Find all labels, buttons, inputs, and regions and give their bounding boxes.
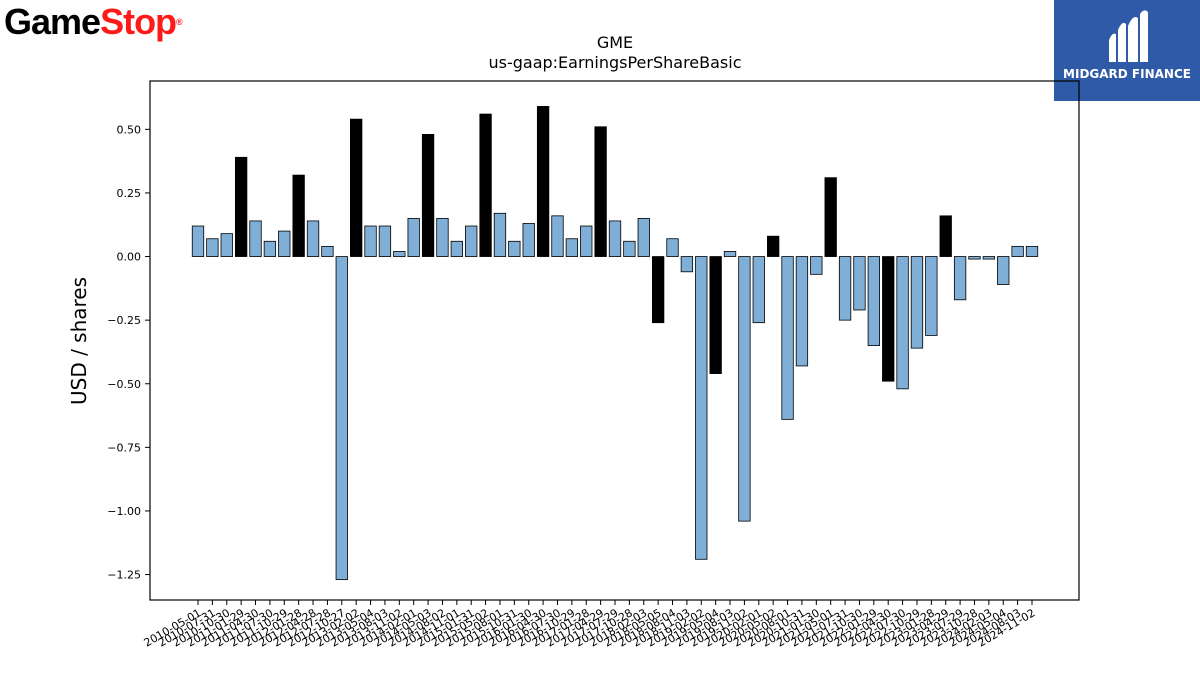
bar-2021-07-31 bbox=[838, 256, 852, 321]
bar-2018-08-04 bbox=[666, 238, 679, 257]
bar-2022-04-30 bbox=[882, 256, 895, 382]
plot-frame bbox=[149, 80, 1080, 601]
bar-2021-05-01 bbox=[824, 177, 837, 257]
bar-2011-01-29 bbox=[234, 156, 248, 257]
bar-2018-02-03 bbox=[637, 217, 650, 257]
bar-2012-04-28 bbox=[306, 220, 320, 257]
bar-2011-04-30 bbox=[249, 220, 262, 257]
bar-2012-10-27 bbox=[335, 256, 348, 581]
bar-2011-07-30 bbox=[263, 240, 277, 257]
bar-2021-10-30 bbox=[853, 256, 866, 311]
bar-2020-10-31 bbox=[795, 256, 809, 367]
bar-2017-10-28 bbox=[623, 240, 636, 257]
bar-2013-11-02 bbox=[393, 251, 406, 257]
bar-2010-05-01 bbox=[191, 225, 205, 257]
bar-2018-05-05 bbox=[651, 256, 665, 324]
bar-2024-05-04 bbox=[997, 256, 1010, 285]
bar-2016-04-30 bbox=[536, 106, 550, 257]
bar-2017-07-29 bbox=[608, 220, 622, 257]
chart-title: GME bbox=[597, 33, 633, 52]
bar-2012-07-28 bbox=[321, 245, 334, 257]
midgard-finance-logo: MIDGARD FINANCE bbox=[1054, 0, 1200, 101]
bar-2014-11-01 bbox=[450, 240, 463, 257]
y-tick-label: −1.00 bbox=[107, 505, 141, 518]
y-axis-label: USD / shares bbox=[67, 277, 91, 405]
bar-2017-04-29 bbox=[594, 126, 607, 257]
bar-2013-05-04 bbox=[364, 225, 377, 257]
bar-2023-01-28 bbox=[925, 256, 938, 336]
bar-2011-10-29 bbox=[278, 230, 291, 257]
bar-2015-08-01 bbox=[493, 212, 507, 257]
bar-2012-01-28 bbox=[292, 174, 305, 257]
bar-2015-05-02 bbox=[479, 113, 492, 257]
bar-2018-11-03 bbox=[680, 256, 694, 273]
y-tick-label: −0.50 bbox=[107, 378, 141, 391]
bar-2015-01-31 bbox=[465, 225, 478, 257]
bar-2014-02-01 bbox=[407, 217, 420, 257]
bar-2010-07-31 bbox=[206, 238, 219, 257]
bar-2019-11-02 bbox=[738, 256, 751, 522]
bar-2014-05-03 bbox=[421, 134, 435, 257]
y-tick-label: −1.25 bbox=[107, 569, 141, 582]
bar-2021-01-30 bbox=[810, 256, 823, 275]
bar-2023-10-28 bbox=[968, 256, 981, 260]
y-tick-label: 0.25 bbox=[117, 187, 142, 200]
y-axis: 0.50 0.25 0.00 −0.25 −0.50 −0.75 −1.00 −1.25 bbox=[107, 123, 150, 582]
bar-2019-02-02 bbox=[695, 256, 708, 560]
bar-2019-05-04 bbox=[709, 256, 722, 374]
bar-2020-08-01 bbox=[781, 256, 794, 420]
midgard-finance-brand-text: MIDGARD FINANCE bbox=[1063, 67, 1191, 81]
bar-2016-01-30 bbox=[522, 223, 535, 257]
bar-2020-02-01 bbox=[752, 256, 765, 324]
bars-group bbox=[191, 106, 1039, 581]
bar-2023-07-29 bbox=[953, 256, 967, 301]
x-axis: 2010-05-012010-07-312010-10-302011-01-29… bbox=[142, 600, 1038, 650]
gamestop-logo: GameStop® bbox=[4, 1, 183, 42]
gamestop-logo-game-text: Game bbox=[4, 1, 101, 42]
bar-2022-07-30 bbox=[896, 256, 909, 390]
bar-2013-08-03 bbox=[378, 225, 392, 257]
bar-2024-02-03 bbox=[982, 256, 996, 260]
y-tick-label: 0.50 bbox=[117, 123, 142, 136]
bar-2015-10-31 bbox=[508, 240, 521, 257]
gamestop-logo-stop-text: Stop bbox=[100, 1, 177, 42]
y-tick-label: −0.75 bbox=[107, 441, 141, 454]
bar-2010-10-30 bbox=[220, 233, 233, 257]
y-tick-label: 0.00 bbox=[117, 251, 142, 264]
bar-2024-08-03 bbox=[1011, 245, 1024, 257]
bar-2022-10-29 bbox=[910, 256, 924, 349]
registered-mark: ® bbox=[176, 17, 183, 27]
y-tick-label: −0.25 bbox=[107, 314, 141, 327]
bar-2023-04-29 bbox=[939, 215, 952, 257]
bar-2019-08-03 bbox=[723, 251, 737, 257]
bar-2013-02-02 bbox=[350, 118, 363, 257]
bar-2022-01-29 bbox=[867, 256, 880, 346]
bar-2024-11-02 bbox=[1025, 245, 1039, 257]
chart-subtitle: us-gaap:EarningsPerShareBasic bbox=[488, 53, 741, 72]
midgard-logo-icon bbox=[1109, 10, 1148, 62]
bar-2017-01-28 bbox=[580, 225, 593, 257]
bar-2014-08-02 bbox=[436, 217, 449, 257]
bar-2016-10-29 bbox=[565, 238, 579, 257]
bar-2016-07-30 bbox=[551, 215, 564, 257]
bar-2020-05-02 bbox=[767, 235, 780, 257]
